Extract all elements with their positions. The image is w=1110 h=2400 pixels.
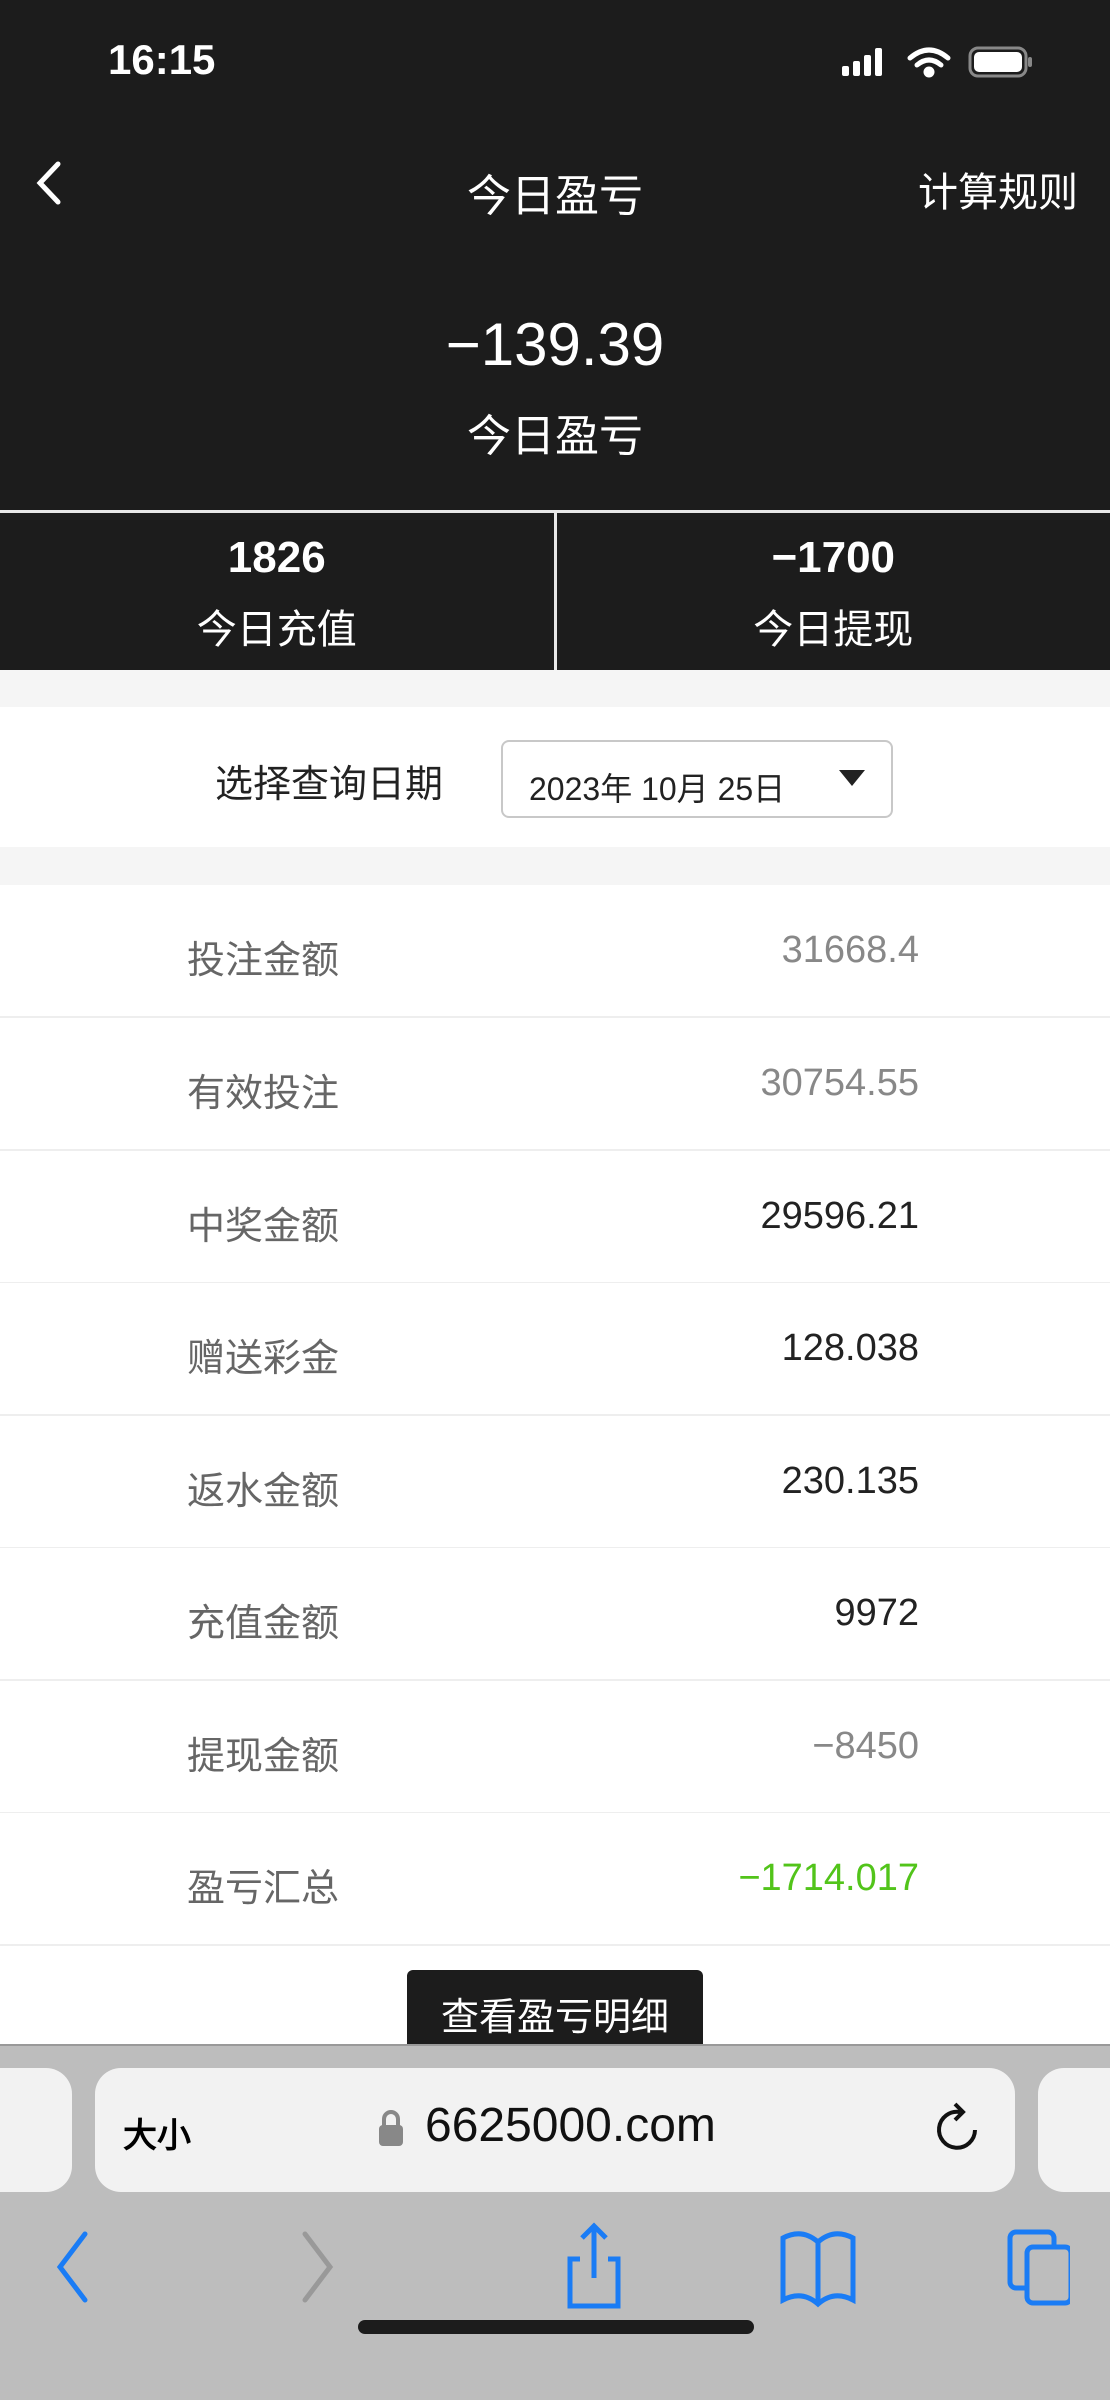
- status-time: 16:15: [108, 36, 216, 83]
- today-pnl-value: −139.39: [445, 311, 665, 378]
- row-value: −1714.017: [738, 1857, 919, 1899]
- date-value: 2023年 10月 25日: [529, 771, 786, 807]
- list-item: 赠送彩金 128.038: [0, 1283, 1110, 1416]
- list-item: 提现金额 −8450: [0, 1681, 1110, 1814]
- url-text: 6625000.com: [425, 2099, 716, 2152]
- row-label: 赠送彩金: [187, 1338, 340, 1380]
- row-label: 返水金额: [187, 1471, 340, 1513]
- list-item: 有效投注 30754.55: [0, 1018, 1110, 1151]
- stat-withdraw: −1700 今日提现: [553, 513, 1110, 670]
- list-item: 投注金额 31668.4: [0, 885, 1110, 1018]
- row-value: 30754.55: [760, 1062, 920, 1104]
- row-label: 中奖金额: [187, 1206, 340, 1248]
- tabs-icon: [1007, 2229, 1070, 2306]
- row-label: 提现金额: [187, 1736, 340, 1778]
- stat-deposit: 1826 今日充值: [0, 513, 554, 670]
- back-icon: [56, 2231, 88, 2303]
- row-value: 128.038: [781, 1327, 919, 1369]
- address-bar[interactable]: 大小 6625000.com: [95, 2068, 1015, 2192]
- divider: [0, 670, 1110, 707]
- row-label: 有效投注: [187, 1073, 340, 1115]
- stat-label: 今日充值: [196, 608, 357, 652]
- header: 16:15 今日盈亏 计算规则 −139.39 今日盈亏: [0, 0, 1110, 510]
- prev-tab-pill[interactable]: [0, 2068, 72, 2192]
- home-indicator: [358, 2320, 754, 2334]
- stat-value: 1826: [227, 533, 326, 582]
- forward-icon: [302, 2231, 334, 2303]
- row-value: 31668.4: [781, 929, 919, 971]
- date-filter: 选择查询日期 2023年 10月 25日: [0, 707, 1110, 847]
- toolbar-icons: [56, 2222, 1070, 2309]
- stat-value: −1700: [771, 533, 896, 582]
- share-icon: [567, 2222, 621, 2309]
- battery-icon: [968, 46, 1032, 78]
- list-item: 中奖金额 29596.21: [0, 1151, 1110, 1284]
- row-value: 230.135: [781, 1460, 919, 1502]
- row-value: 9972: [834, 1592, 919, 1634]
- signal-icon: [842, 48, 882, 76]
- text-size-button[interactable]: 大小: [123, 2117, 191, 2155]
- caret-down-icon: [839, 770, 865, 786]
- status-icons: [842, 46, 1032, 78]
- list-item: 盈亏汇总 −1714.017: [0, 1813, 1110, 1946]
- list-item: 充值金额 9972: [0, 1548, 1110, 1681]
- date-select[interactable]: 2023年 10月 25日: [501, 740, 893, 818]
- wifi-icon: [907, 47, 951, 78]
- row-value: 29596.21: [760, 1195, 920, 1237]
- browser-toolbar: 大小 6625000.com: [0, 2044, 1110, 2400]
- next-tab-pill[interactable]: [1038, 2068, 1110, 2192]
- stat-label: 今日提现: [753, 608, 914, 652]
- today-pnl-label: 今日盈亏: [467, 412, 643, 461]
- stats-row: 1826 今日充值 −1700 今日提现: [0, 510, 1110, 670]
- lock-icon: [379, 2110, 403, 2146]
- list-item: 返水金额 230.135: [0, 1416, 1110, 1549]
- view-detail-button[interactable]: 查看盈亏明细: [407, 1970, 703, 2048]
- calc-rules-link[interactable]: 计算规则: [918, 171, 1078, 215]
- chevron-left-icon[interactable]: [30, 158, 70, 208]
- row-label: 盈亏汇总: [187, 1868, 340, 1910]
- reload-icon[interactable]: [933, 2102, 983, 2158]
- bookmarks-icon: [780, 2231, 856, 2308]
- page-title: 今日盈亏: [467, 172, 643, 221]
- divider: [0, 847, 1110, 885]
- row-label: 充值金额: [187, 1603, 340, 1645]
- row-value: −8450: [812, 1725, 919, 1767]
- row-label: 投注金额: [187, 940, 340, 982]
- date-label: 选择查询日期: [215, 764, 444, 806]
